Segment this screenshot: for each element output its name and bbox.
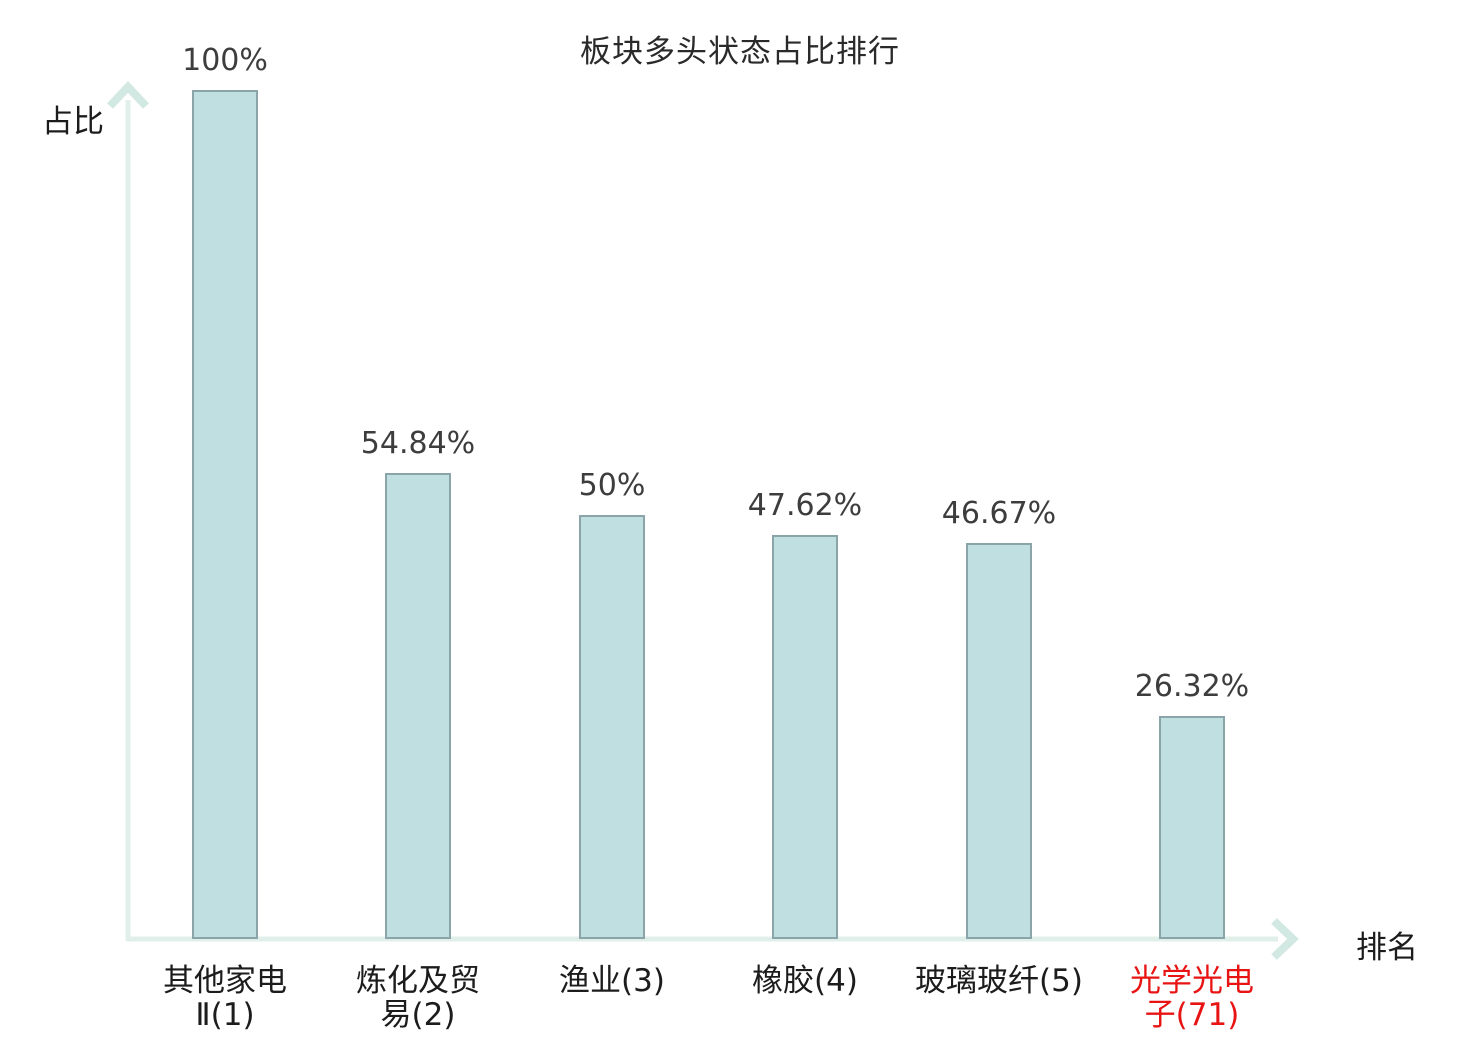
category-label: 炼化及贸 易(2) bbox=[308, 964, 528, 1032]
bar bbox=[579, 514, 645, 939]
category-label-line: 其他家电 bbox=[163, 963, 287, 999]
category-label-line: 炼化及贸 bbox=[356, 963, 480, 999]
category-label-line: 渔业(3) bbox=[559, 963, 665, 999]
value-label: 100% bbox=[182, 43, 268, 78]
bar bbox=[772, 534, 838, 939]
category-label: 渔业(3) bbox=[502, 964, 722, 998]
category-label-line: Ⅱ(1) bbox=[195, 997, 255, 1033]
x-axis-arrow-icon bbox=[1271, 918, 1299, 960]
value-label: 26.32% bbox=[1134, 668, 1250, 704]
bar bbox=[385, 473, 451, 939]
category-label-line: 橡胶(4) bbox=[752, 963, 858, 999]
bar bbox=[1159, 715, 1225, 939]
category-label: 玻璃玻纤(5) bbox=[889, 964, 1109, 998]
value-label: 46.67% bbox=[941, 495, 1057, 531]
y-axis-label: 占比 bbox=[42, 104, 104, 140]
category-label: 光学光电 子(71) bbox=[1082, 964, 1302, 1032]
chart-title: 板块多头状态占比排行 bbox=[580, 34, 900, 70]
category-label: 橡胶(4) bbox=[695, 964, 915, 998]
value-label: 54.84% bbox=[360, 426, 476, 462]
category-label-line: 光学光电 bbox=[1130, 963, 1254, 999]
category-label-line: 玻璃玻纤(5) bbox=[915, 963, 1083, 999]
bar bbox=[966, 542, 1032, 939]
y-axis-arrow-icon bbox=[107, 81, 149, 109]
value-label: 50% bbox=[578, 467, 646, 503]
category-label-line: 易(2) bbox=[380, 997, 456, 1033]
category-label: 其他家电 Ⅱ(1) bbox=[115, 964, 335, 1032]
bar bbox=[192, 90, 258, 939]
value-label: 47.62% bbox=[747, 487, 863, 523]
category-label-line: 子(71) bbox=[1144, 997, 1240, 1033]
x-axis-label: 排名 bbox=[1356, 930, 1418, 966]
